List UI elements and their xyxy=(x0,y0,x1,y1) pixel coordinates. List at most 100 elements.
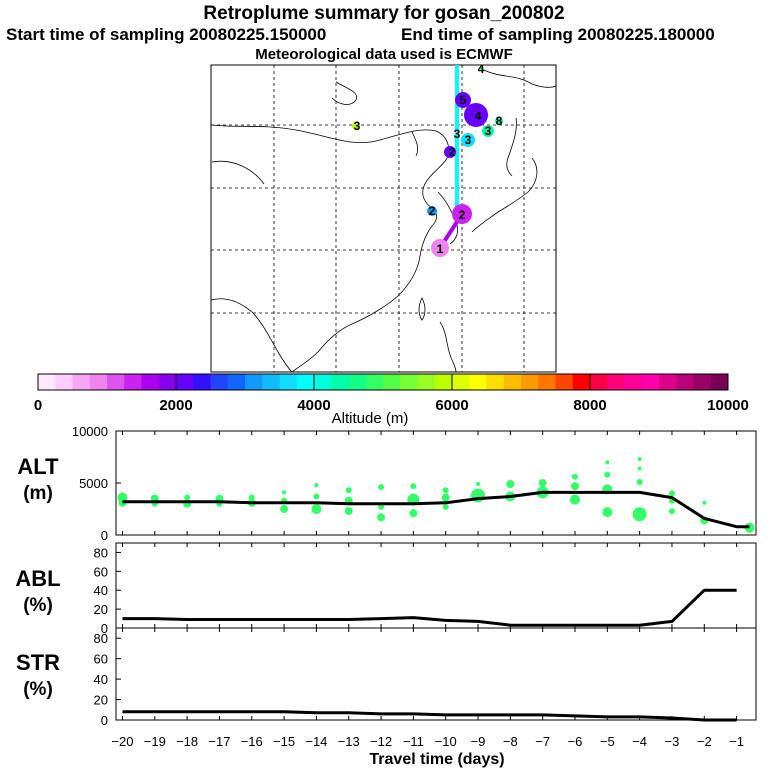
colorbar-tick-label: 10000 xyxy=(707,397,749,414)
colorbar-segment xyxy=(693,374,712,390)
altitude-scatter-point xyxy=(702,500,707,505)
abl-panel-frame xyxy=(115,542,757,629)
y-tick-label: 10000 xyxy=(72,424,108,439)
x-tick-label: −9 xyxy=(471,734,486,749)
altitude-scatter-point xyxy=(668,508,675,515)
abl-panel-label: ABL xyxy=(15,566,60,591)
y-tick-label: 20 xyxy=(94,693,108,708)
plume-centroid-dot xyxy=(431,239,449,257)
coastline-sakhalin xyxy=(506,117,517,177)
x-axis-label: Travel time (days) xyxy=(369,751,504,768)
y-tick-label: 80 xyxy=(94,545,108,560)
coastline-philippines xyxy=(439,321,457,373)
map-day-label: 4 xyxy=(475,109,482,123)
colorbar-segment xyxy=(296,374,315,390)
x-tick-label: −13 xyxy=(338,734,360,749)
chart-title: Retroplume summary for gosan_200802 xyxy=(203,3,565,24)
x-tick-label: −20 xyxy=(111,734,133,749)
coastline-taiwan xyxy=(418,297,426,321)
x-tick-label: −4 xyxy=(632,734,647,749)
x-tick-label: −8 xyxy=(503,734,518,749)
alt-panel-label: ALT xyxy=(17,454,59,479)
colorbar-segment xyxy=(590,374,608,390)
colorbar-tick-label: 6000 xyxy=(435,397,468,414)
str-panel-label: STR xyxy=(16,650,60,675)
map-day-label: 3 xyxy=(485,124,492,138)
x-tick-label: −15 xyxy=(273,734,295,749)
map-day-label: 2 xyxy=(459,208,466,222)
colorbar-segment xyxy=(624,374,643,390)
abl-series-line xyxy=(122,588,737,627)
map-dots xyxy=(352,65,503,257)
colorbar-segment xyxy=(279,374,298,390)
plume-centroid-dot xyxy=(427,206,437,216)
colorbar-segment xyxy=(262,374,280,390)
altitude-scatter-point xyxy=(442,503,449,510)
colorbar-segment xyxy=(331,374,349,390)
altitude-scatter-point xyxy=(632,507,647,522)
colorbar-segment xyxy=(193,374,211,390)
altitude-scatter-point xyxy=(637,457,642,462)
coastline-japan xyxy=(471,157,538,233)
colorbar-segment xyxy=(452,374,470,390)
colorbar-segment xyxy=(641,374,660,390)
altitude-scatter-point xyxy=(442,487,449,494)
colorbar-segment xyxy=(400,374,418,390)
colorbar-segment xyxy=(710,374,729,390)
colorbar-segment xyxy=(348,374,367,390)
map-day-label: 1 xyxy=(437,242,444,256)
colorbar-tick-label: 2000 xyxy=(159,397,192,414)
altitude-scatter-point xyxy=(571,473,578,480)
altitude-scatter-point xyxy=(570,482,579,491)
colorbar-segment xyxy=(521,374,539,390)
x-tick-label: −17 xyxy=(208,734,230,749)
alt-series-line xyxy=(122,490,750,529)
abl-panel-unit: (%) xyxy=(23,595,53,616)
x-tick-label: −18 xyxy=(176,734,198,749)
x-tick-label: −2 xyxy=(697,734,712,749)
altitude-scatter-point xyxy=(476,482,481,487)
plume-centroid-dot xyxy=(444,146,456,158)
altitude-scatter-point xyxy=(409,509,418,518)
x-tick-label: −12 xyxy=(370,734,392,749)
start-time-label: Start time of sampling 20080225.150000 xyxy=(6,25,327,44)
x-axis-ticks: −20 −19 −18 −17 −16 −15 −14 −13 −12 −11 −10 −9 −8 −7 −… xyxy=(111,734,744,749)
colorbar-segment xyxy=(72,374,91,390)
altitude-scatter-point xyxy=(637,466,642,471)
altitude-scatter-point xyxy=(506,480,515,489)
abl-panel: 80 60 40 20 0 xyxy=(94,542,757,636)
map-day-label: 4 xyxy=(478,62,485,76)
y-tick-label: 60 xyxy=(94,652,108,667)
altitude-scatter-point xyxy=(569,494,580,505)
x-tick-label: −6 xyxy=(568,734,583,749)
colorbar-segment xyxy=(555,374,574,390)
colorbar-segment xyxy=(107,374,125,390)
y-tick-label: 80 xyxy=(94,631,108,646)
colorbar-segment xyxy=(503,374,522,390)
colorbar-segment xyxy=(538,374,556,390)
map-day-label: 3 xyxy=(354,119,361,133)
altitude-scatter-point xyxy=(184,494,191,501)
colorbar-segment xyxy=(141,374,160,390)
y-tick-label: 5000 xyxy=(79,476,108,491)
plume-centroid-dot xyxy=(455,92,471,108)
altitude-scatter-point xyxy=(668,490,675,497)
altitude-scatter-point xyxy=(605,460,610,465)
x-tick-label: −5 xyxy=(600,734,615,749)
y-tick-label: 0 xyxy=(101,621,108,636)
coastline-borneo xyxy=(211,160,265,185)
altitude-scatter-point xyxy=(377,513,386,522)
colorbar-segment xyxy=(417,374,436,390)
colorbar-segment xyxy=(659,374,677,390)
colorbar-segment xyxy=(383,374,401,390)
coastline-arctic-island xyxy=(331,81,358,105)
altitude-scatter-point xyxy=(344,507,353,516)
colorbar-segment xyxy=(176,374,194,390)
colorbar-segment xyxy=(607,374,625,390)
colorbar-segment xyxy=(210,374,229,390)
str-panel-unit: (%) xyxy=(23,679,53,700)
